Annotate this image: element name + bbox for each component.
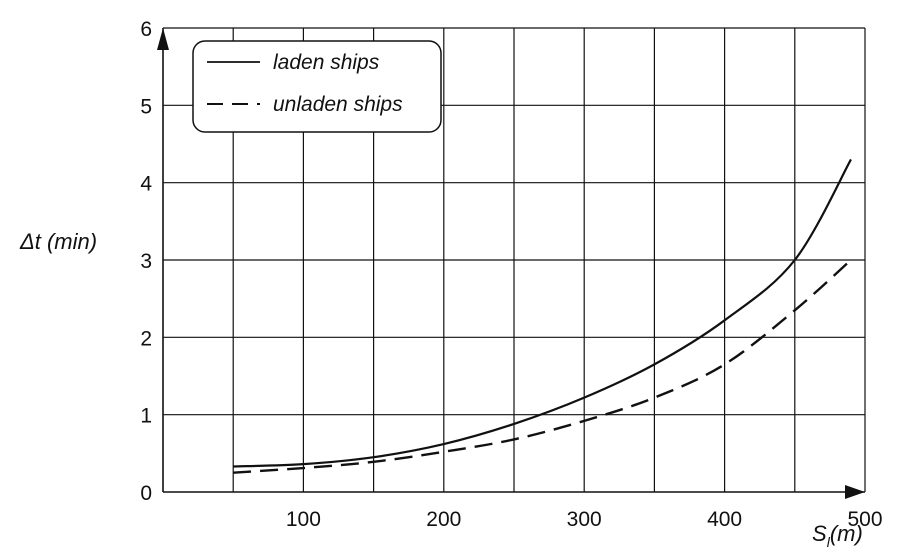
- series-line-laden-ships: [233, 158, 852, 468]
- chart-axes: [157, 28, 865, 499]
- y-tick-label: 2: [140, 327, 152, 350]
- chart-grid: [163, 27, 866, 492]
- y-tick-label: 3: [140, 250, 152, 273]
- chart-series: [233, 158, 852, 474]
- x-axis-title-unit: (m): [830, 521, 863, 546]
- x-tick-label: 300: [567, 508, 602, 531]
- x-axis-title: Sl(m): [812, 521, 863, 550]
- y-axis-arrowhead: [157, 28, 169, 50]
- y-axis-title: Δt (min): [19, 229, 97, 254]
- x-axis-title-subscript: l: [827, 534, 831, 550]
- legend: laden ships unladen ships: [192, 40, 442, 133]
- legend-label-unladen: unladen ships: [273, 93, 403, 116]
- legend-box: [192, 40, 442, 133]
- y-tick-label: 6: [140, 18, 152, 41]
- x-tick-label: 500: [847, 508, 882, 531]
- x-tick-label: 400: [707, 508, 742, 531]
- tick-labels: 0 1 2 3 4 5 6 100 200 300 400 500: [140, 18, 882, 531]
- y-tick-label: 0: [140, 482, 152, 505]
- y-tick-label: 1: [140, 405, 152, 428]
- x-tick-label: 100: [286, 508, 321, 531]
- x-axis-arrowhead: [845, 485, 865, 499]
- legend-label-laden: laden ships: [273, 51, 380, 74]
- series-line-unladen-ships: [233, 259, 852, 474]
- y-tick-label: 4: [140, 173, 152, 196]
- y-tick-label: 5: [140, 95, 152, 118]
- x-axis-title-main: S: [812, 521, 827, 546]
- x-tick-label: 200: [426, 508, 461, 531]
